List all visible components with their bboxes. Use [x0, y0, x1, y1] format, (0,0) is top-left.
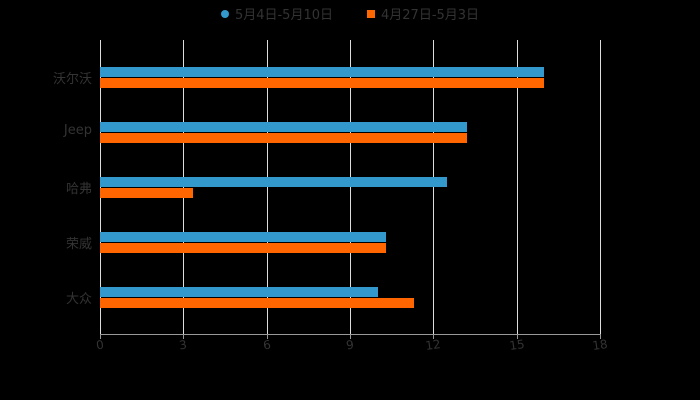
x-tick-label: 15	[508, 337, 526, 353]
gridline	[100, 40, 101, 335]
bar-series-2[interactable]	[100, 243, 387, 253]
chart-legend: 5月4日-5月10日 4月27日-5月3日	[0, 4, 700, 23]
gridline	[516, 40, 518, 335]
x-tick-label: 3	[178, 337, 189, 353]
x-axis	[100, 334, 600, 335]
legend-marker-series-2	[367, 9, 375, 18]
category-label: Jeep	[63, 123, 92, 138]
bar-series-1[interactable]	[100, 287, 378, 297]
bar-series-1[interactable]	[100, 67, 545, 77]
category-label: 荣威	[65, 237, 92, 252]
category-label: 大众	[65, 292, 92, 307]
x-tick-label: 12	[424, 337, 442, 353]
x-tick	[183, 334, 185, 339]
bar-series-1[interactable]	[100, 232, 387, 242]
gridline	[350, 40, 351, 335]
bar-series-2[interactable]	[100, 298, 414, 308]
gridline	[266, 40, 268, 335]
bar-series-2[interactable]	[100, 133, 467, 143]
bar-series-2[interactable]	[100, 188, 194, 198]
category-label: 沃尔沃	[52, 72, 92, 87]
bar-series-1[interactable]	[100, 122, 467, 132]
bar-series-1[interactable]	[100, 177, 448, 187]
x-tick	[350, 334, 351, 339]
legend-label-series-2: 4月27日-5月3日	[381, 8, 480, 23]
x-tick-label: 9	[345, 337, 355, 353]
x-tick-label: 0	[95, 337, 105, 353]
x-tick-label: 18	[591, 337, 609, 353]
legend-marker-series-1	[220, 9, 229, 18]
x-tick	[100, 334, 101, 339]
gridline	[433, 40, 435, 335]
x-tick	[600, 334, 601, 339]
gridline	[183, 40, 185, 335]
x-tick	[266, 334, 268, 339]
x-tick	[516, 334, 518, 339]
x-tick	[433, 334, 435, 339]
category-label: 哈弗	[65, 182, 92, 197]
bar-series-2[interactable]	[100, 78, 545, 88]
x-tick-label: 6	[261, 337, 272, 353]
gridline	[600, 40, 601, 335]
legend-label-series-1: 5月4日-5月10日	[234, 8, 333, 23]
legend-item-series-1[interactable]: 5月4日-5月10日	[220, 4, 333, 23]
legend-item-series-2[interactable]: 4月27日-5月3日	[367, 4, 479, 23]
